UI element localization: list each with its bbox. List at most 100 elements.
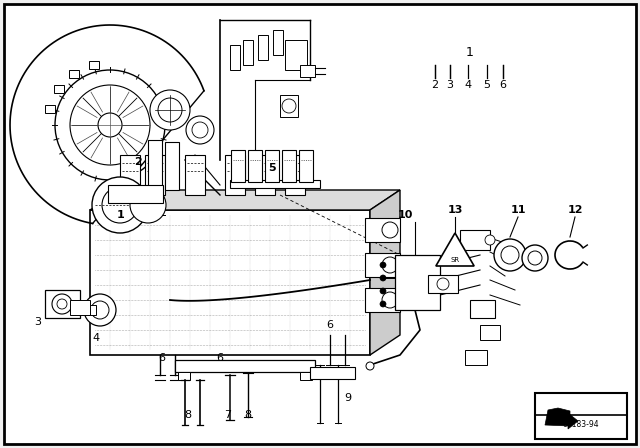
Text: 9: 9 [344, 393, 351, 403]
Bar [148, 140, 162, 190]
Circle shape [158, 98, 182, 122]
Bar [470, 300, 495, 318]
Bar [265, 150, 279, 182]
Text: 6: 6 [159, 353, 166, 363]
Text: 4: 4 [465, 80, 472, 90]
Bar [175, 360, 315, 372]
Circle shape [522, 245, 548, 271]
Bar [145, 155, 165, 195]
Text: 7: 7 [225, 410, 232, 420]
Bar [285, 155, 305, 195]
Text: 1: 1 [466, 46, 474, 59]
Polygon shape [90, 190, 400, 210]
Circle shape [98, 113, 122, 137]
Circle shape [102, 187, 138, 223]
Circle shape [382, 292, 398, 308]
Text: 00183-94: 00183-94 [563, 419, 599, 428]
Circle shape [130, 187, 166, 223]
Text: 3: 3 [447, 80, 454, 90]
Bar [165, 142, 179, 190]
Circle shape [485, 235, 495, 245]
Circle shape [382, 257, 398, 273]
Text: SR: SR [451, 257, 460, 263]
Bar [395, 255, 440, 310]
Text: 5: 5 [268, 163, 276, 173]
Bar [70, 300, 90, 315]
Bar [230, 180, 320, 188]
Circle shape [186, 116, 214, 144]
Bar [535, 393, 627, 439]
Circle shape [494, 239, 526, 271]
Bar [231, 150, 245, 182]
Bar [365, 288, 400, 312]
Bar [225, 155, 245, 195]
Circle shape [366, 362, 374, 370]
Bar [273, 30, 283, 55]
Circle shape [501, 246, 519, 264]
Text: 6: 6 [216, 353, 223, 363]
Bar [365, 253, 400, 277]
Bar [258, 35, 268, 60]
Bar [45, 105, 55, 113]
Bar [45, 290, 80, 318]
Text: 4: 4 [92, 333, 100, 343]
Bar [230, 45, 240, 70]
Polygon shape [545, 408, 570, 426]
Circle shape [528, 251, 542, 265]
Bar [108, 185, 163, 203]
Polygon shape [370, 190, 400, 355]
Bar [88, 305, 96, 315]
Circle shape [380, 262, 386, 268]
Bar [89, 61, 99, 69]
Bar [299, 150, 313, 182]
Circle shape [57, 299, 67, 309]
Bar [69, 70, 79, 78]
Bar [285, 40, 307, 70]
Circle shape [380, 275, 386, 281]
Circle shape [84, 294, 116, 326]
Bar [255, 155, 275, 195]
Bar [54, 86, 64, 94]
Circle shape [282, 99, 296, 113]
Polygon shape [555, 413, 578, 429]
Text: 2: 2 [431, 80, 438, 90]
Circle shape [52, 294, 72, 314]
Text: 6: 6 [326, 320, 333, 330]
Bar [465, 350, 487, 365]
Polygon shape [436, 233, 474, 266]
Text: 1: 1 [117, 210, 125, 220]
Bar [280, 95, 298, 117]
Bar [90, 210, 370, 355]
Circle shape [437, 278, 449, 290]
Circle shape [192, 122, 208, 138]
Bar [310, 367, 355, 379]
Bar [365, 218, 400, 242]
Text: 11: 11 [510, 205, 525, 215]
Bar [120, 155, 140, 195]
Circle shape [92, 177, 148, 233]
Bar [480, 325, 500, 340]
Circle shape [150, 90, 190, 130]
Text: 8: 8 [244, 410, 252, 420]
Bar [428, 275, 458, 293]
Bar [178, 372, 190, 380]
Text: 6: 6 [499, 80, 506, 90]
Bar [282, 150, 296, 182]
Circle shape [380, 301, 386, 307]
Text: 10: 10 [397, 210, 413, 220]
Text: 13: 13 [447, 205, 463, 215]
Circle shape [380, 288, 386, 294]
Bar [300, 372, 312, 380]
Text: 2: 2 [134, 157, 142, 167]
Text: 8: 8 [184, 410, 191, 420]
Text: 12: 12 [567, 205, 583, 215]
Circle shape [91, 301, 109, 319]
Text: 5: 5 [483, 80, 490, 90]
Bar [185, 155, 205, 195]
Bar [460, 230, 490, 250]
Bar [248, 150, 262, 182]
Circle shape [382, 222, 398, 238]
Bar [300, 65, 315, 77]
Text: 3: 3 [35, 317, 42, 327]
Bar [243, 40, 253, 65]
